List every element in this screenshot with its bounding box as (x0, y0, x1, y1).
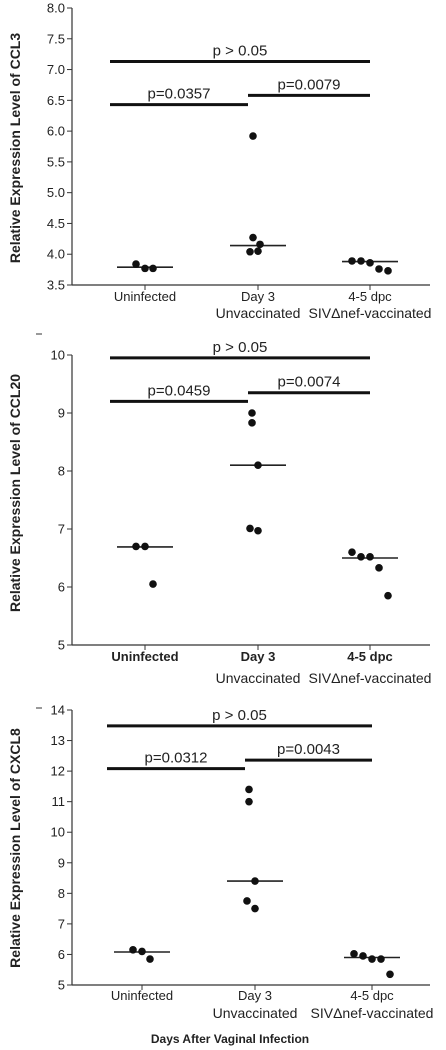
subcategory-label: Unvaccinated (216, 670, 301, 686)
data-point (251, 904, 259, 913)
data-point (146, 955, 154, 963)
p-value-label: p > 0.05 (213, 43, 268, 60)
y-tick-label: 5 (58, 638, 65, 653)
y-tick-label: 5 (58, 978, 65, 993)
y-tick-label: 10 (51, 825, 65, 840)
y-tick-label: 7 (58, 522, 65, 537)
data-point (357, 553, 365, 561)
p-value-label: p > 0.05 (212, 707, 267, 724)
data-point (386, 970, 394, 979)
y-tick-label: 6 (58, 580, 65, 595)
x-axis-title: Days After Vaginal Infection (151, 1032, 309, 1046)
data-point (251, 877, 259, 885)
y-axis-label: Relative Expression Level of CCL3 (7, 33, 23, 264)
data-point (141, 542, 149, 551)
y-tick-label: 6.5 (47, 93, 65, 108)
data-point (245, 797, 253, 806)
subcategory-label: SIVΔnef-vaccinated (309, 305, 432, 321)
subcategory-label: SIVΔnef-vaccinated (309, 670, 432, 686)
subcategory-label: Unvaccinated (216, 305, 301, 321)
category-label: Day 3 (241, 649, 276, 664)
y-axis-label: Relative Expression Level of CXCL8 (7, 728, 23, 968)
data-point (132, 260, 140, 268)
data-point (149, 264, 157, 273)
data-point (254, 526, 262, 535)
data-point (248, 409, 256, 417)
y-tick-label: 14 (51, 703, 65, 718)
y-tick-label: 7 (58, 916, 65, 931)
data-point (375, 265, 383, 273)
y-tick-label: 10 (51, 348, 65, 363)
data-point (368, 955, 376, 963)
category-label: 4-5 dpc (350, 988, 394, 1003)
data-point (246, 524, 254, 533)
y-tick-label: 3.5 (47, 278, 65, 293)
y-tick-label: 6 (58, 947, 65, 962)
p-value-label: p=0.0079 (278, 76, 341, 93)
category-label: Day 3 (241, 289, 275, 304)
p-value-label: p=0.0043 (277, 741, 340, 758)
y-tick-label: 9 (58, 406, 65, 421)
data-point (138, 947, 146, 956)
y-tick-label: 8.0 (47, 1, 65, 16)
data-point (245, 785, 253, 794)
category-label: Uninfected (114, 289, 176, 304)
data-point (350, 950, 358, 958)
data-point (246, 247, 254, 256)
y-tick-label: 5.5 (47, 154, 65, 169)
y-tick-label: 9 (58, 855, 65, 870)
data-point (348, 548, 356, 556)
y-axis-label: Relative Expression Level of CCL20 (7, 374, 23, 612)
data-point (254, 461, 262, 470)
y-tick-label: 7.5 (47, 31, 65, 46)
data-point (254, 247, 262, 255)
data-point (366, 553, 374, 561)
category-label: 4-5 dpc (348, 289, 392, 304)
data-point (375, 564, 383, 572)
data-point (249, 233, 257, 242)
data-point (249, 132, 257, 140)
data-point (243, 897, 251, 905)
data-point (357, 257, 365, 265)
data-point (348, 257, 356, 265)
y-tick-label: 13 (51, 733, 65, 748)
data-point (377, 955, 385, 963)
data-point (141, 264, 149, 273)
category-label: Uninfected (111, 988, 173, 1003)
p-value-label: p=0.0074 (278, 374, 341, 391)
data-point (129, 946, 137, 954)
category-label: Day 3 (238, 988, 272, 1003)
y-tick-label: 12 (51, 764, 65, 779)
category-label: 4-5 dpc (347, 649, 393, 664)
p-value-label: p > 0.05 (213, 339, 268, 356)
y-tick-label: 8 (58, 464, 65, 479)
category-label: Uninfected (111, 649, 178, 664)
p-value-label: p=0.0459 (148, 382, 211, 399)
subcategory-label: SIVΔnef-vaccinated (311, 1005, 434, 1021)
subcategory-label: Unvaccinated (213, 1005, 298, 1021)
y-tick-label: 11 (52, 794, 66, 809)
y-tick-label: 4.0 (47, 247, 65, 262)
data-point (132, 542, 140, 551)
data-point (384, 267, 392, 275)
data-point (366, 259, 374, 267)
data-point (384, 591, 392, 600)
y-tick-label: 4.5 (47, 216, 65, 231)
data-point (359, 952, 367, 960)
y-tick-label: 8 (58, 886, 65, 901)
p-value-label: p=0.0312 (145, 750, 208, 767)
y-tick-label: 5.0 (47, 185, 65, 200)
data-point (256, 240, 264, 249)
data-point (248, 419, 256, 427)
data-point (149, 580, 157, 588)
y-tick-label: 7.0 (47, 62, 65, 77)
y-tick-label: 6.0 (47, 124, 65, 139)
p-value-label: p=0.0357 (148, 86, 211, 103)
